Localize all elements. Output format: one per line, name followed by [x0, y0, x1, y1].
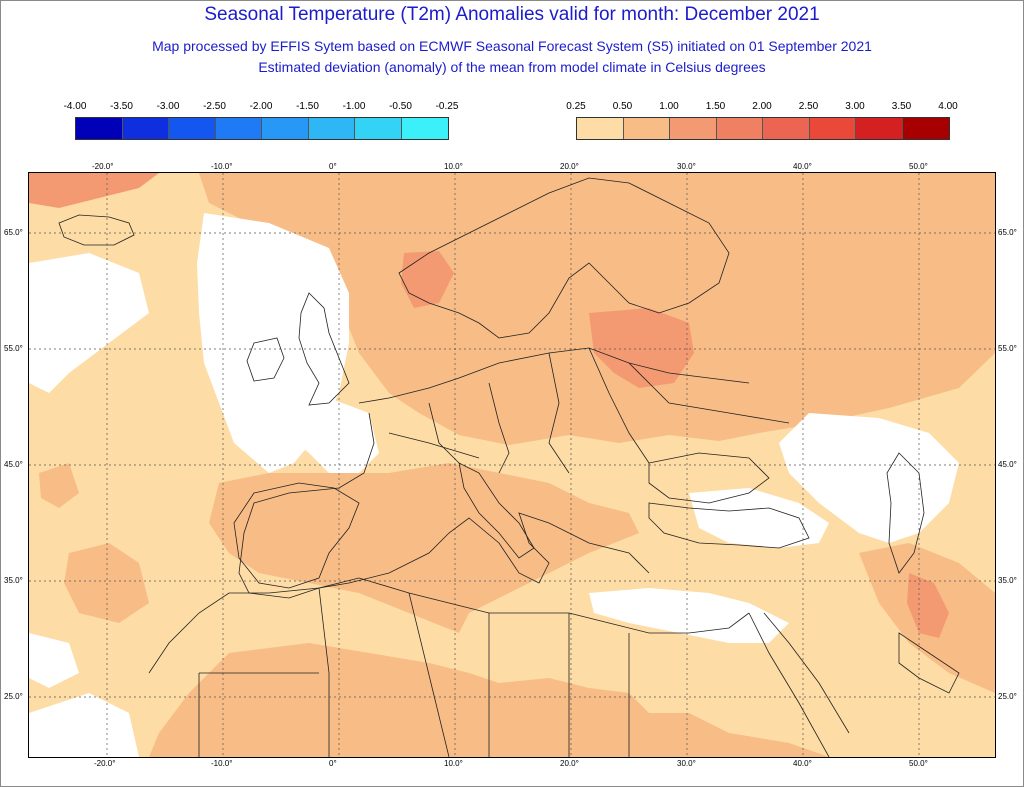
lat-label-right: 45.0° [998, 460, 1017, 469]
lon-label-bottom: 10.0° [444, 759, 463, 768]
legend-positive-swatch [809, 118, 856, 139]
warm-zone [589, 308, 694, 388]
lon-label-top: 30.0° [677, 162, 696, 171]
lat-label-left: 55.0° [4, 344, 23, 353]
legend-positive-swatch [670, 118, 717, 139]
near-zero-zone [29, 633, 79, 688]
lat-label-left: 35.0° [4, 576, 23, 585]
lat-label-left: 45.0° [4, 460, 23, 469]
legend-positive-labels: 0.25 0.50 1.00 1.50 2.00 2.50 3.00 3.50 … [566, 101, 957, 115]
lon-label-bottom: 50.0° [909, 759, 928, 768]
warm-zone [401, 251, 454, 308]
legend-negative-swatch [122, 118, 169, 139]
lat-label-right: 65.0° [998, 228, 1017, 237]
lon-label-top: 50.0° [909, 162, 928, 171]
lon-label-top: -20.0° [92, 162, 114, 171]
anomaly-zone [199, 173, 995, 445]
legend-positive-label: 3.00 [845, 101, 865, 112]
legend-negative-swatch [401, 118, 448, 139]
lon-label-bottom: -20.0° [94, 759, 116, 768]
legend-negative-label: -2.00 [249, 101, 273, 112]
anomaly-map[interactable] [28, 172, 996, 758]
legend-negative-label: -0.25 [435, 101, 459, 112]
legend-positive-swatch [623, 118, 670, 139]
legend-positive-colorbar [576, 117, 950, 140]
map-subtitle-processing: Map processed by EFFIS Sytem based on EC… [152, 38, 872, 54]
lon-label-bottom: -10.0° [211, 759, 233, 768]
lon-label-bottom: 30.0° [677, 759, 696, 768]
legend-positive-label: 0.50 [612, 101, 633, 112]
legend-negative-label: -2.50 [203, 101, 226, 112]
legend-positive-label: 2.50 [798, 101, 819, 112]
near-zero-zone [29, 693, 139, 757]
map-title: Seasonal Temperature (T2m) Anomalies val… [204, 4, 820, 25]
lon-label-top: 0° [329, 162, 337, 171]
anomaly-zone [64, 543, 149, 623]
lat-label-right: 35.0° [998, 576, 1017, 585]
legend-negative-swatch [76, 118, 123, 139]
lon-label-top: 10.0° [444, 162, 463, 171]
warm-zone [907, 573, 949, 638]
legend-negative-label: -1.00 [342, 101, 366, 112]
legend-negative-swatch [262, 118, 309, 139]
map-subtitle-units: Estimated deviation (anomaly) of the mea… [258, 59, 766, 75]
legend-negative-labels: -4.00 -3.50 -3.00 -2.50 -2.00 -1.50 -1.0… [64, 101, 459, 115]
legend-positive-label: 4.00 [938, 101, 958, 112]
legend-positive-swatch [716, 118, 763, 139]
legend-negative-label: -1.50 [296, 101, 319, 112]
legend-negative-swatch [308, 118, 355, 139]
legend-positive-swatch [577, 118, 624, 139]
lon-label-bottom: 40.0° [793, 759, 812, 768]
legend-negative-colorbar [75, 117, 449, 140]
legend-positive-swatch [763, 118, 810, 139]
legend-positive-swatch [856, 118, 903, 139]
lon-label-top: 20.0° [560, 162, 579, 171]
lat-label-right: 55.0° [998, 344, 1017, 353]
anomaly-zone [39, 463, 79, 508]
legend-negative-swatch [355, 118, 402, 139]
lat-label-left: 65.0° [4, 228, 23, 237]
legend-negative-label: -3.50 [110, 101, 133, 112]
lat-label-left: 25.0° [4, 692, 23, 701]
legend-positive-label: 3.50 [891, 101, 912, 112]
legend-positive-swatch [902, 118, 949, 139]
lat-label-right: 25.0° [998, 692, 1017, 701]
near-zero-zone [589, 588, 789, 643]
legend-negative-swatch [169, 118, 216, 139]
near-zero-zone [279, 393, 379, 473]
legend-positive-label: 1.50 [705, 101, 726, 112]
near-zero-zone [779, 413, 959, 543]
legend-positive-label: 1.00 [659, 101, 679, 112]
legend-positive-label: 2.00 [752, 101, 772, 112]
near-zero-zone [689, 488, 829, 548]
lon-label-bottom: 20.0° [560, 759, 579, 768]
lon-label-top: 40.0° [793, 162, 812, 171]
near-zero-zone [29, 253, 149, 393]
legend-positive-label: 0.25 [566, 101, 586, 112]
coastlines [58, 177, 960, 757]
legend-negative-label: -0.50 [389, 101, 412, 112]
lon-label-top: -10.0° [211, 162, 233, 171]
graticule [29, 173, 995, 757]
warm-zone [29, 173, 159, 208]
legend-negative-swatch [215, 118, 262, 139]
anomaly-map-svg [29, 173, 995, 757]
lon-label-bottom: 0° [329, 759, 337, 768]
legend-negative-label: -3.00 [156, 101, 180, 112]
anomaly-zone [209, 463, 639, 633]
legend-negative-label: -4.00 [63, 101, 87, 112]
